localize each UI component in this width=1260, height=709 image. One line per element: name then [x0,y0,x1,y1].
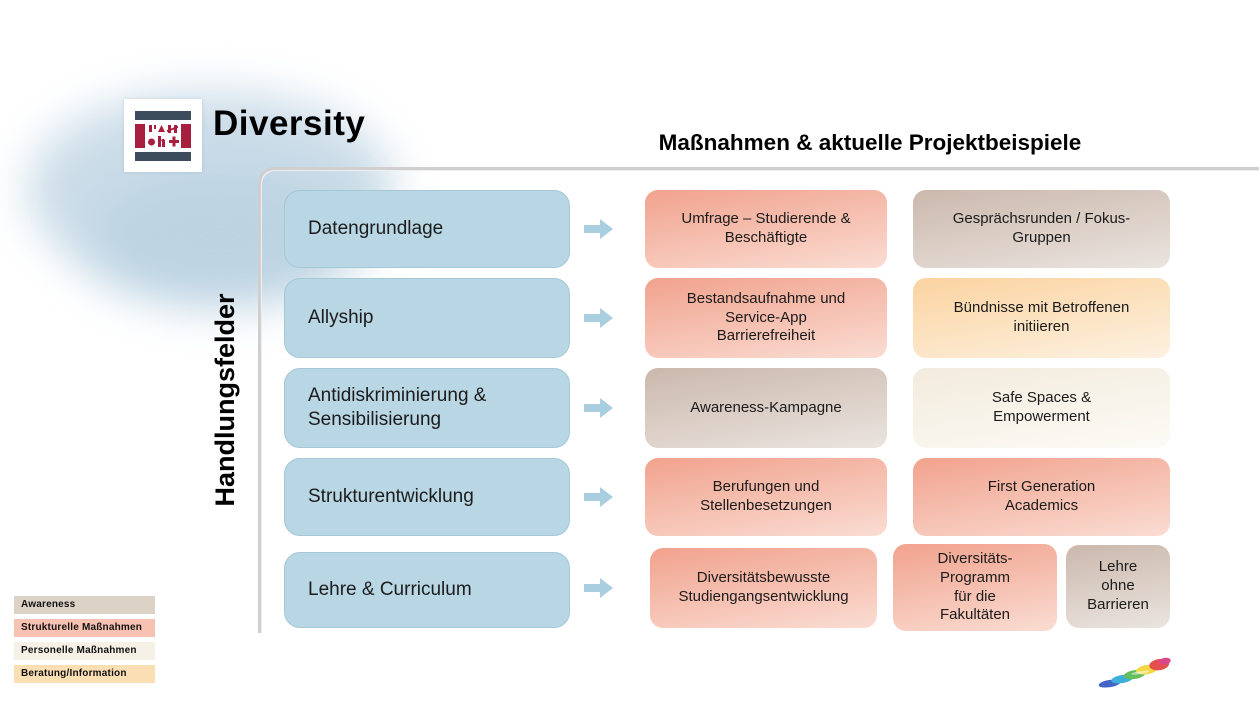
measure-box: First Generation Academics [913,458,1170,536]
legend-item-beratung-information: Beratung/Information [14,665,155,683]
legend-item-awareness: Awareness [14,596,155,614]
legend-item-personelle-massnahmen: Personelle Maßnahmen [14,642,155,660]
measure-box: Diversitäts- Programm für die Fakultäten [893,544,1057,631]
rainbow-swoosh-logo [1094,650,1182,697]
measure-box: Lehre ohne Barrieren [1066,545,1170,628]
field-box-datengrundlage: Datengrundlage [284,190,570,268]
measure-box: Diversitätsbewusste Studiengangsentwickl… [650,548,877,628]
right-arrow-icon [584,487,614,507]
diagram-row: Lehre & Curriculum Diversitätsbewusste S… [0,544,1260,631]
field-box-allyship: Allyship [284,278,570,358]
measure-box: Gesprächsrunden / Fokus- Gruppen [913,190,1170,268]
measure-box: Bündnisse mit Betroffenen initiieren [913,278,1170,358]
right-arrow-icon [584,578,614,598]
right-arrow-icon [584,398,614,418]
field-box-antidiskriminierung: Antidiskriminierung & Sensibilisierung [284,368,570,448]
measure-box: Awareness-Kampagne [645,368,887,448]
measure-box: Berufungen und Stellenbesetzungen [645,458,887,536]
field-box-lehre-curriculum: Lehre & Curriculum [284,552,570,628]
right-arrow-icon [584,308,614,328]
bht-logo-graphic [135,110,191,161]
diagram-row: Datengrundlage Umfrage – Studierende & B… [0,190,1260,268]
field-box-strukturentwicklung: Strukturentwicklung [284,458,570,536]
measure-box: Umfrage – Studierende & Beschäftigte [645,190,887,268]
measure-box: Bestandsaufnahme und Service-App Barrier… [645,278,887,358]
measure-box: Safe Spaces & Empowerment [913,368,1170,448]
measures-heading: Maßnahmen & aktuelle Projektbeispiele [658,130,1082,155]
legend: Awareness Strukturelle Maßnahmen Persone… [14,596,155,683]
content-panel-border [258,167,1259,633]
diagram-row: Allyship Bestandsaufnahme und Service-Ap… [0,278,1260,358]
right-arrow-icon [584,219,614,239]
bht-logo [124,99,202,172]
diagram-row: Antidiskriminierung & Sensibilisierung A… [0,368,1260,448]
page-title: Diversity [213,104,366,143]
diagram-row: Strukturentwicklung Berufungen und Stell… [0,458,1260,536]
legend-item-strukturelle-massnahmen: Strukturelle Maßnahmen [14,619,155,637]
